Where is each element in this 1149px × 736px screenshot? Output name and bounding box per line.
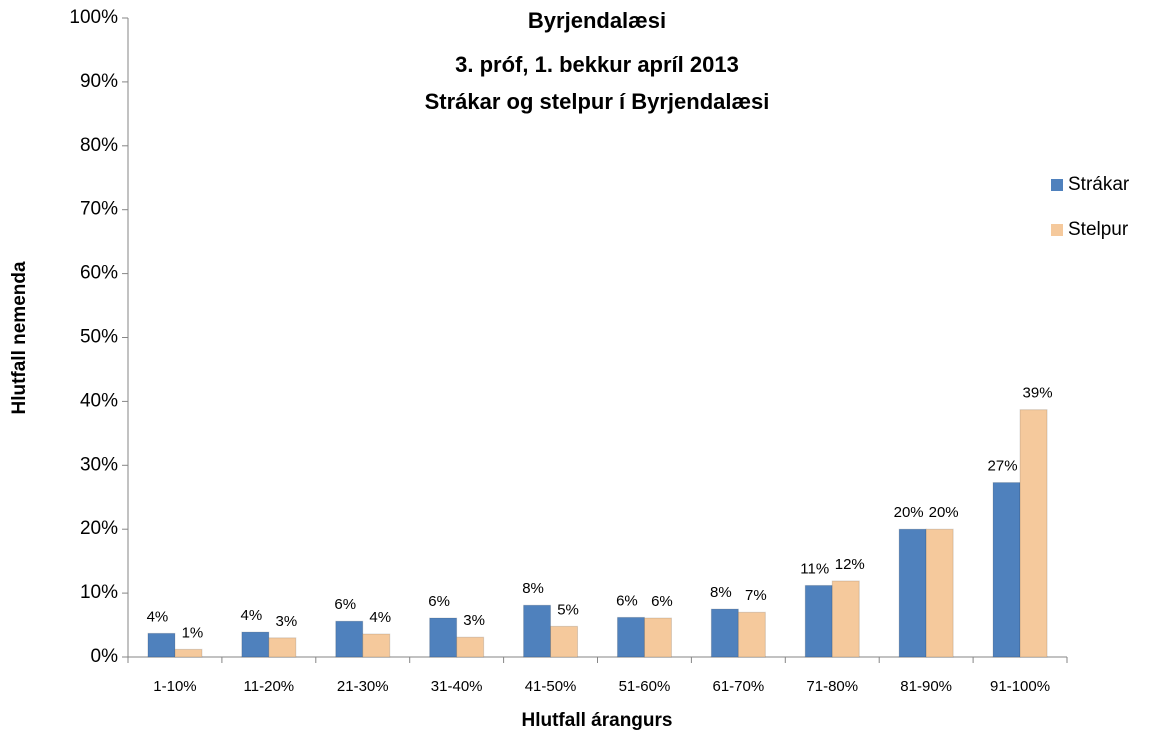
y-tick-label: 90% — [80, 71, 118, 92]
y-tick-label: 70% — [80, 199, 118, 220]
y-tick-label: 10% — [80, 582, 118, 603]
bar — [643, 617, 672, 658]
x-tick-label: 11-20% — [244, 678, 295, 695]
bar — [456, 636, 485, 658]
value-label: 7% — [745, 587, 767, 604]
bar — [737, 611, 766, 658]
bar — [147, 632, 176, 658]
value-label: 6% — [616, 592, 638, 609]
y-tick-label: 100% — [69, 7, 118, 28]
value-label: 8% — [522, 580, 544, 597]
y-tick-label: 20% — [80, 518, 118, 539]
value-label: 5% — [557, 601, 579, 618]
y-tick-label: 60% — [80, 263, 118, 284]
x-tick-label: 41-50% — [525, 678, 577, 695]
bar — [804, 584, 833, 658]
bar — [616, 616, 645, 658]
bar — [241, 631, 270, 658]
value-label: 8% — [710, 584, 732, 601]
value-label: 3% — [276, 613, 298, 630]
x-tick-label: 21-30% — [337, 678, 389, 695]
chart-title: Byrjendalæsi — [528, 8, 666, 33]
value-label: 4% — [147, 608, 169, 625]
bar — [831, 580, 860, 658]
x-tick-label: 61-70% — [712, 678, 764, 695]
legend-swatch — [1051, 224, 1063, 236]
value-label: 27% — [988, 458, 1018, 475]
y-tick-label: 30% — [80, 454, 118, 475]
x-tick-label: 51-60% — [619, 678, 671, 695]
x-tick-label: 1-10% — [153, 678, 196, 695]
bar — [898, 528, 927, 658]
value-label: 6% — [651, 593, 673, 610]
bar — [429, 617, 458, 658]
bar — [550, 625, 579, 658]
value-label: 6% — [428, 593, 450, 610]
x-tick-label: 81-90% — [900, 678, 952, 695]
value-label: 11% — [800, 560, 829, 577]
value-label: 4% — [369, 609, 391, 626]
value-label: 1% — [182, 624, 204, 641]
legend-label: Stelpur — [1068, 219, 1129, 240]
value-label: 20% — [894, 504, 924, 521]
bar — [362, 633, 391, 658]
bar — [710, 608, 739, 658]
value-label: 3% — [463, 612, 485, 629]
y-tick-label: 50% — [80, 327, 118, 348]
bar — [925, 528, 954, 658]
x-tick-label: 31-40% — [431, 678, 483, 695]
chart-title: 3. próf, 1. bekkur apríl 2013 — [455, 52, 739, 77]
x-tick-label: 91-100% — [990, 678, 1050, 695]
x-tick-label: 71-80% — [806, 678, 858, 695]
bar — [1019, 409, 1048, 658]
value-label: 6% — [334, 596, 356, 613]
y-tick-label: 0% — [91, 646, 119, 667]
y-axis-title: Hlutfall nemenda — [9, 261, 30, 415]
value-label: 39% — [1023, 385, 1053, 402]
legend-label: Strákar — [1068, 174, 1130, 195]
x-axis-title: Hlutfall árangurs — [522, 710, 673, 731]
y-tick-label: 40% — [80, 390, 118, 411]
legend-swatch — [1051, 179, 1063, 191]
value-label: 20% — [929, 504, 959, 521]
y-tick-label: 80% — [80, 135, 118, 156]
bar — [335, 620, 364, 658]
bar — [174, 648, 203, 658]
bar — [268, 637, 297, 658]
bar — [523, 604, 552, 658]
value-label: 12% — [835, 556, 865, 573]
bar — [992, 482, 1021, 658]
chart-title: Strákar og stelpur í Byrjendalæsi — [425, 89, 770, 114]
value-label: 4% — [241, 607, 263, 624]
